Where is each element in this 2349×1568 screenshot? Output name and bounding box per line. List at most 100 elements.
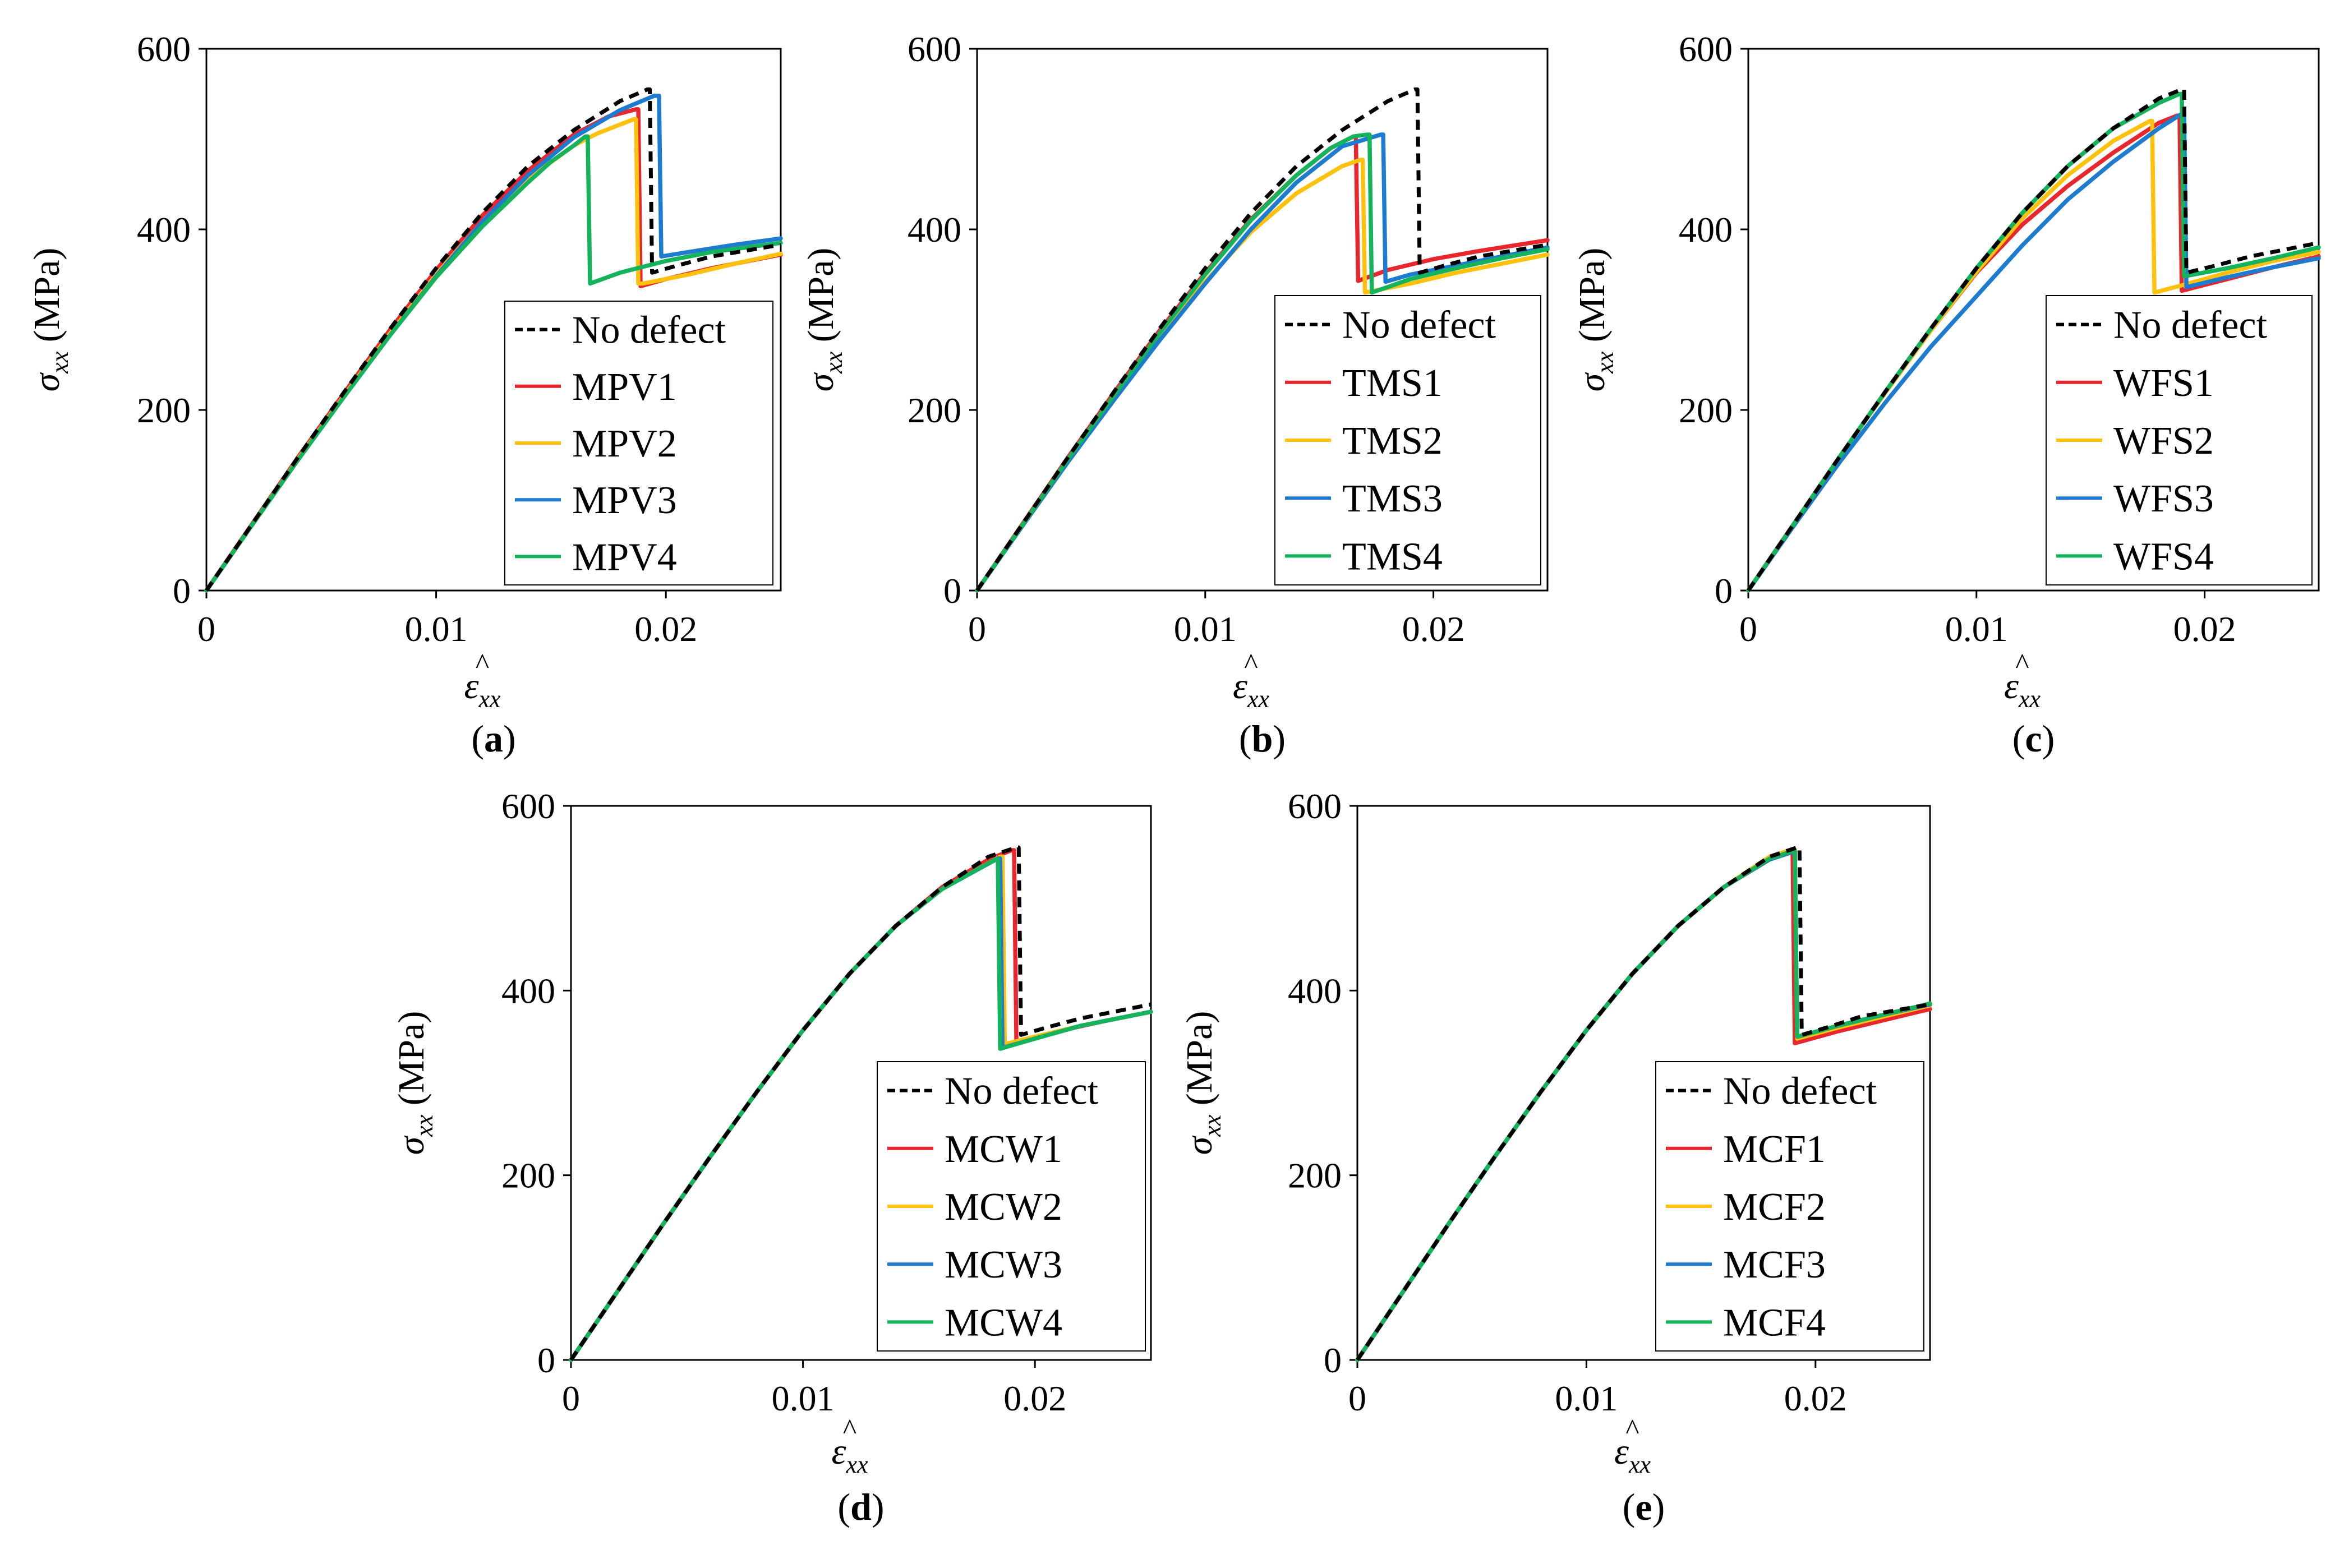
y-tick-label: 400: [137, 210, 191, 250]
legend-label: MPV4: [572, 536, 677, 579]
x-axis-symbol: ε: [1614, 1431, 1629, 1472]
x-tick-label: 0.02: [634, 609, 697, 649]
x-axis-subscript: xx: [2018, 685, 2041, 713]
y-axis-label: σxx (MPa): [391, 1011, 438, 1155]
y-axis-subscript: xx: [1199, 1114, 1226, 1137]
x-axis-symbol: ε: [1233, 666, 1247, 707]
legend-label: TMS2: [1342, 419, 1443, 463]
panel-caption: (d): [837, 1486, 884, 1528]
caption-close: ): [872, 1486, 885, 1528]
panel-caption: (b): [1239, 717, 1286, 760]
legend-label: TMS3: [1342, 477, 1443, 520]
plot-frame: [1356, 805, 1931, 1361]
x-axis-hat: ^: [1625, 1414, 1639, 1446]
y-axis-symbol: σ: [1179, 1135, 1220, 1155]
legend-label: MPV1: [572, 366, 677, 409]
x-tick-label: 0.02: [1784, 1378, 1847, 1418]
x-axis-hat: ^: [476, 648, 489, 680]
x-tick-label: 0: [562, 1378, 580, 1418]
y-axis-unit: (MPa): [391, 1011, 432, 1115]
y-tick-label: 600: [1679, 29, 1733, 69]
legend-label: WFS1: [2113, 362, 2214, 405]
legend-label: TMS1: [1342, 362, 1443, 405]
y-tick-label: 600: [908, 29, 961, 69]
y-axis-symbol: σ: [26, 372, 67, 391]
x-axis-subscript: xx: [478, 685, 501, 713]
x-axis-hat: ^: [1244, 648, 1258, 680]
x-axis-symbol: ε: [464, 666, 478, 707]
legend-label: WFS2: [2113, 419, 2214, 463]
panel-caption: (c): [2012, 717, 2055, 760]
y-axis-unit: (MPa): [800, 248, 841, 352]
y-axis-symbol: σ: [1572, 372, 1613, 391]
y-tick-label: 0: [173, 571, 191, 611]
x-tick-label: 0.01: [405, 609, 468, 649]
y-axis-label: σxx (MPa): [1179, 1011, 1226, 1155]
x-tick-label: 0: [197, 609, 215, 649]
legend-label: MCW1: [945, 1128, 1062, 1171]
legend: No defect MPV1 MPV2 MPV3 MPV4: [504, 301, 773, 585]
y-axis-subscript: xx: [1591, 351, 1619, 374]
plot-frame: [1747, 48, 2320, 592]
x-axis-text: εxx: [464, 666, 501, 713]
caption-letter: d: [850, 1486, 872, 1528]
legend-label: MPV2: [572, 422, 677, 465]
y-axis-unit: (MPa): [1572, 248, 1613, 352]
x-axis-subscript: xx: [1247, 685, 1270, 713]
legend-label: TMS4: [1342, 535, 1443, 578]
x-axis-label: ^εxx: [2004, 648, 2041, 713]
legend-label: MCW4: [945, 1301, 1062, 1344]
x-axis-label: ^εxx: [464, 648, 501, 713]
caption-open: (: [1239, 717, 1252, 760]
x-tick-label: 0.02: [1003, 1378, 1066, 1418]
caption-close: ): [503, 717, 516, 760]
series-line-no-defect: [1747, 87, 2319, 592]
x-axis-hat: ^: [2015, 648, 2029, 680]
plot-frame: [570, 805, 1152, 1361]
y-axis-unit: (MPa): [1179, 1011, 1220, 1115]
y-axis-symbol: σ: [391, 1135, 432, 1155]
y-tick-label: 600: [137, 29, 191, 69]
series-line-no-defect: [1356, 845, 1931, 1361]
caption-open: (: [471, 717, 484, 760]
plot-frame: [976, 48, 1549, 592]
x-axis-label: ^εxx: [1233, 648, 1270, 713]
legend: No defect MCF1 MCF2 MCF3 MCF4: [1655, 1061, 1924, 1352]
y-tick-label: 400: [501, 971, 555, 1011]
y-tick-label: 0: [943, 571, 961, 611]
x-tick-label: 0.01: [1945, 609, 2008, 649]
y-tick-label: 200: [908, 390, 961, 430]
x-tick-label: 0.01: [1555, 1378, 1618, 1418]
legend-label: MCW3: [945, 1243, 1062, 1286]
legend-label: No defect: [2113, 304, 2268, 347]
series-line-no-defect: [205, 87, 781, 592]
y-tick-label: 200: [1679, 390, 1733, 430]
y-axis-subscript: xx: [820, 351, 848, 374]
x-axis-hat: ^: [843, 1414, 856, 1446]
y-axis-subscript: xx: [46, 351, 73, 374]
legend-label: MCF2: [1723, 1186, 1826, 1229]
x-tick-label: 0.02: [2173, 609, 2236, 649]
legend-label: MCF1: [1723, 1128, 1826, 1171]
series-line-no-defect: [569, 845, 1152, 1361]
x-tick-label: 0.01: [1174, 609, 1237, 649]
y-axis-label: σxx (MPa): [800, 248, 848, 392]
caption-letter: b: [1252, 717, 1273, 760]
legend-label: MPV3: [572, 479, 677, 522]
x-axis-text: εxx: [1614, 1431, 1651, 1478]
legend-label: No defect: [1342, 304, 1496, 347]
x-axis-symbol: ε: [831, 1431, 846, 1472]
y-tick-label: 200: [137, 390, 191, 430]
x-axis-text: εxx: [2004, 666, 2041, 713]
x-axis-subscript: xx: [845, 1451, 868, 1478]
y-axis-symbol: σ: [800, 372, 841, 391]
caption-letter: c: [2025, 717, 2042, 760]
x-tick-label: 0.02: [1402, 609, 1465, 649]
y-axis-subscript: xx: [411, 1114, 438, 1137]
y-tick-label: 400: [1679, 210, 1733, 250]
x-axis-text: εxx: [831, 1431, 868, 1478]
legend-label: WFS4: [2113, 535, 2214, 578]
caption-open: (: [1623, 1486, 1636, 1528]
caption-close: ): [2042, 717, 2055, 760]
